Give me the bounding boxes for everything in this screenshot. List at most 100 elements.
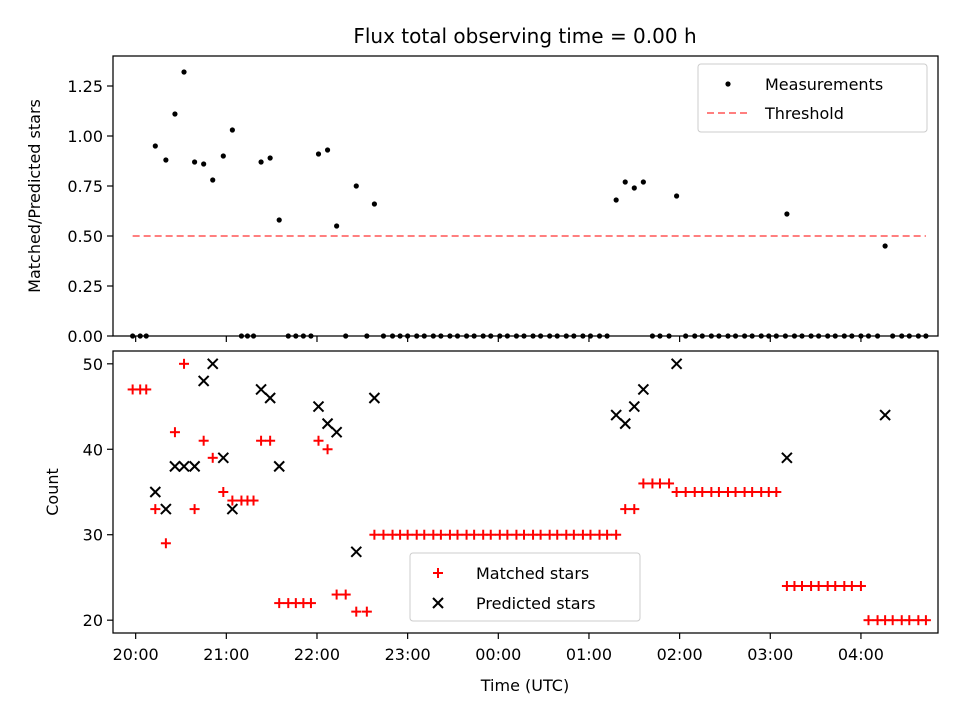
predicted-star-point: [255, 383, 267, 396]
measurement-point: [172, 111, 178, 117]
measurement-point: [267, 155, 273, 161]
x-axis-label: Time (UTC): [480, 676, 569, 695]
measurement-point: [622, 179, 628, 185]
top-y-tick-label: 1.00: [67, 127, 103, 146]
measurement-point: [229, 127, 235, 133]
measurement-point: [371, 201, 378, 207]
predicted-star-point: [149, 486, 162, 498]
top-y-tick-label: 1.25: [67, 77, 103, 96]
matched-star-point: [830, 581, 841, 591]
matched-star-point: [502, 529, 513, 540]
top-y-tick-label: 0.25: [67, 277, 103, 296]
matched-star-point: [654, 478, 665, 489]
matched-star-point: [141, 384, 152, 395]
matched-star-point: [378, 529, 389, 540]
matched-star-point: [920, 615, 931, 626]
matched-star-point: [169, 427, 180, 438]
matched-star-point: [179, 358, 190, 369]
measurement-point: [334, 223, 340, 229]
top-legend: Measurements Threshold: [697, 63, 928, 133]
legend-label-threshold: Threshold: [764, 104, 844, 123]
predicted-star-point: [178, 460, 190, 473]
matched-star-point: [305, 598, 316, 609]
matched-star-point: [322, 444, 333, 455]
matched-star-point: [713, 487, 724, 497]
matched-star-point: [813, 581, 824, 591]
chart-title: Flux total observing time = 0.00 h: [353, 24, 696, 48]
measurement-point: [673, 193, 680, 199]
bottom-axes-frame: [112, 350, 939, 634]
predicted-star-point: [207, 358, 219, 370]
measurement-point: [258, 159, 264, 165]
matched-star-point: [361, 606, 372, 617]
x-tick-label: 21:00: [203, 645, 249, 664]
measurement-point: [631, 185, 637, 191]
predicted-star-point: [160, 503, 172, 515]
measurement-point: [220, 153, 226, 159]
measurement-point: [210, 177, 216, 183]
matched-star-point: [568, 529, 579, 540]
matched-star-point: [207, 452, 218, 463]
bottom-plot-area: [127, 358, 931, 626]
predicted-star-point: [619, 417, 631, 430]
measurement-point: [201, 161, 207, 167]
measurement-point: [784, 211, 790, 217]
legend-marker-measurements: [725, 81, 731, 87]
measurement-point: [640, 179, 646, 185]
matched-star-point: [771, 487, 782, 497]
matched-star-point: [419, 529, 430, 540]
top-legend-box: [697, 63, 928, 133]
predicted-star-point: [197, 375, 210, 387]
predicted-star-point: [781, 452, 793, 464]
predicted-star-point: [368, 392, 381, 404]
matched-star-point: [369, 529, 380, 540]
matched-star-point: [747, 487, 758, 497]
bottom-y-tick-label: 30: [83, 526, 103, 545]
matched-star-point: [452, 529, 463, 540]
matched-star-point: [904, 615, 915, 626]
top-y-axis-label: Matched/Predicted stars: [25, 99, 44, 293]
top-y-tick-label: 0.00: [67, 327, 103, 346]
matched-star-point: [402, 529, 413, 540]
matched-star-point: [611, 529, 622, 540]
matched-star-point: [340, 589, 351, 600]
matched-star-point: [265, 435, 276, 446]
matched-star-point: [638, 478, 649, 489]
matched-star-point: [218, 487, 229, 497]
legend-marker-predicted: [432, 597, 444, 609]
predicted-star-point: [879, 409, 891, 421]
predicted-star-point: [217, 452, 230, 464]
bottom-y-axis-label: Count: [43, 468, 62, 516]
top-axes-frame: [112, 55, 939, 337]
measurement-point: [152, 143, 158, 149]
measurement-point: [882, 243, 888, 249]
matched-star-point: [248, 495, 259, 506]
matched-star-point: [274, 598, 285, 609]
matched-star-point: [585, 529, 596, 540]
x-tick-label: 02:00: [657, 645, 703, 664]
x-tick-label: 04:00: [838, 645, 884, 664]
matched-star-point: [313, 435, 324, 446]
matched-star-point: [485, 529, 496, 540]
predicted-star-point: [637, 383, 650, 396]
matched-star-point: [227, 495, 238, 506]
predicted-star-point: [330, 426, 343, 438]
bottom-legend: Matched stars Predicted stars: [409, 552, 641, 622]
matched-star-point: [629, 504, 640, 515]
measurement-point: [324, 147, 331, 153]
top-y-tick-label: 0.75: [67, 177, 103, 196]
measurement-point: [613, 197, 619, 203]
matched-star-point: [535, 529, 546, 540]
x-tick-label: 01:00: [566, 645, 612, 664]
matched-star-point: [887, 615, 898, 626]
matched-star-point: [189, 504, 200, 515]
matched-star-point: [256, 435, 267, 446]
measurement-point: [181, 69, 187, 75]
x-tick-label: 00:00: [475, 645, 521, 664]
legend-label-matched: Matched stars: [476, 564, 589, 583]
matched-star-point: [518, 529, 529, 540]
predicted-star-point: [264, 392, 276, 404]
predicted-star-point: [312, 400, 325, 413]
x-tick-label: 20:00: [113, 645, 159, 664]
x-tick-label: 23:00: [385, 645, 431, 664]
